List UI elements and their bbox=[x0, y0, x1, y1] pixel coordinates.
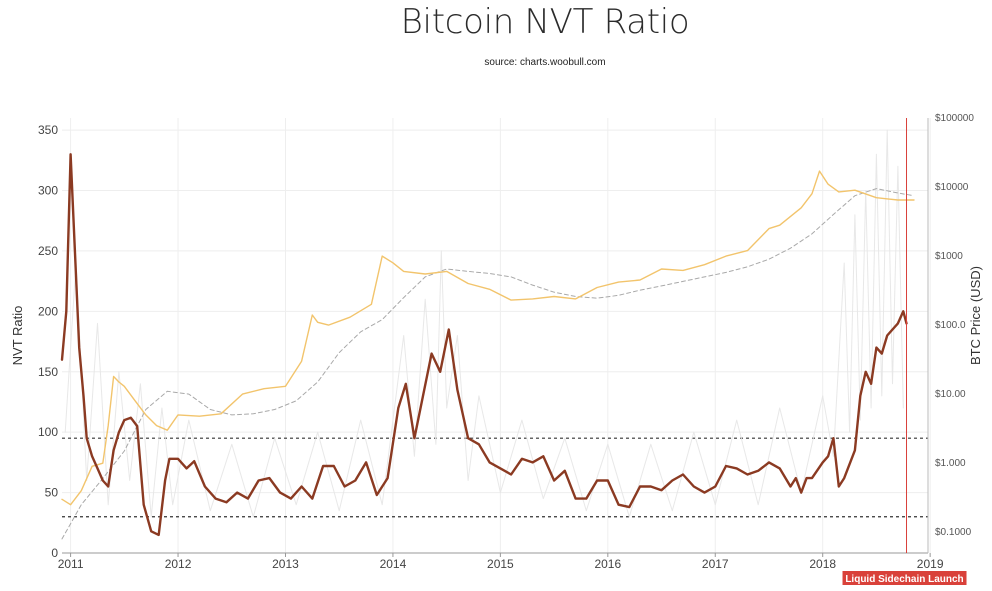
y2-tick-label: $10.00 bbox=[935, 389, 966, 400]
chart-subtitle: source: charts.woobull.com bbox=[484, 57, 606, 68]
x-tick-label: 2012 bbox=[165, 557, 192, 571]
y-axis-label: NVT Ratio bbox=[10, 306, 25, 366]
y2-tick-label: $1000 bbox=[935, 251, 963, 262]
y2-tick-label: $10000 bbox=[935, 182, 969, 193]
x-tick-label: 2014 bbox=[380, 557, 407, 571]
x-tick-label: 2019 bbox=[917, 557, 944, 571]
x-tick-label: 2016 bbox=[594, 557, 621, 571]
y-tick-label: 200 bbox=[38, 304, 58, 318]
y-tick-label: 250 bbox=[38, 244, 58, 258]
y2-tick-label: $1.000 bbox=[935, 458, 966, 469]
annotation: Liquid Sidechain Launch bbox=[842, 118, 967, 585]
axes: 2011 2012 2013 2014 2015 2016 2017 2018 2019 0 50 1… bbox=[10, 113, 983, 571]
y-tick-label: 350 bbox=[38, 123, 58, 137]
y-tick-label: 50 bbox=[45, 486, 59, 500]
series-line-nvt bbox=[60, 153, 908, 537]
annotation-label: Liquid Sidechain Launch bbox=[845, 574, 963, 585]
y-tick-label: 150 bbox=[38, 365, 58, 379]
x-tick-label: 2011 bbox=[58, 557, 84, 571]
y2-tick-label: $100000 bbox=[935, 113, 974, 124]
series-line-price bbox=[61, 170, 915, 506]
y2-tick-label: $100.0 bbox=[935, 320, 966, 331]
x-tick-label: 2018 bbox=[809, 557, 836, 571]
y-tick-label: 300 bbox=[38, 184, 58, 198]
x-tick-label: 2017 bbox=[702, 557, 729, 571]
annotation-badge bbox=[842, 571, 967, 585]
y2-tick-label: $0.1000 bbox=[935, 527, 972, 538]
series-line-nvt_raw bbox=[64, 129, 904, 518]
y-tick-label: 100 bbox=[38, 425, 58, 439]
x-tick-label: 2013 bbox=[272, 557, 299, 571]
series-layer bbox=[60, 129, 915, 540]
y-tick-label: 0 bbox=[51, 546, 58, 560]
series-line-price_ma bbox=[61, 188, 915, 540]
chart-title: Bitcoin NVT Ratio bbox=[400, 2, 690, 42]
threshold-lines bbox=[62, 437, 928, 518]
y2-axis-label: BTC Price (USD) bbox=[968, 266, 983, 365]
x-tick-label: 2015 bbox=[487, 557, 514, 571]
